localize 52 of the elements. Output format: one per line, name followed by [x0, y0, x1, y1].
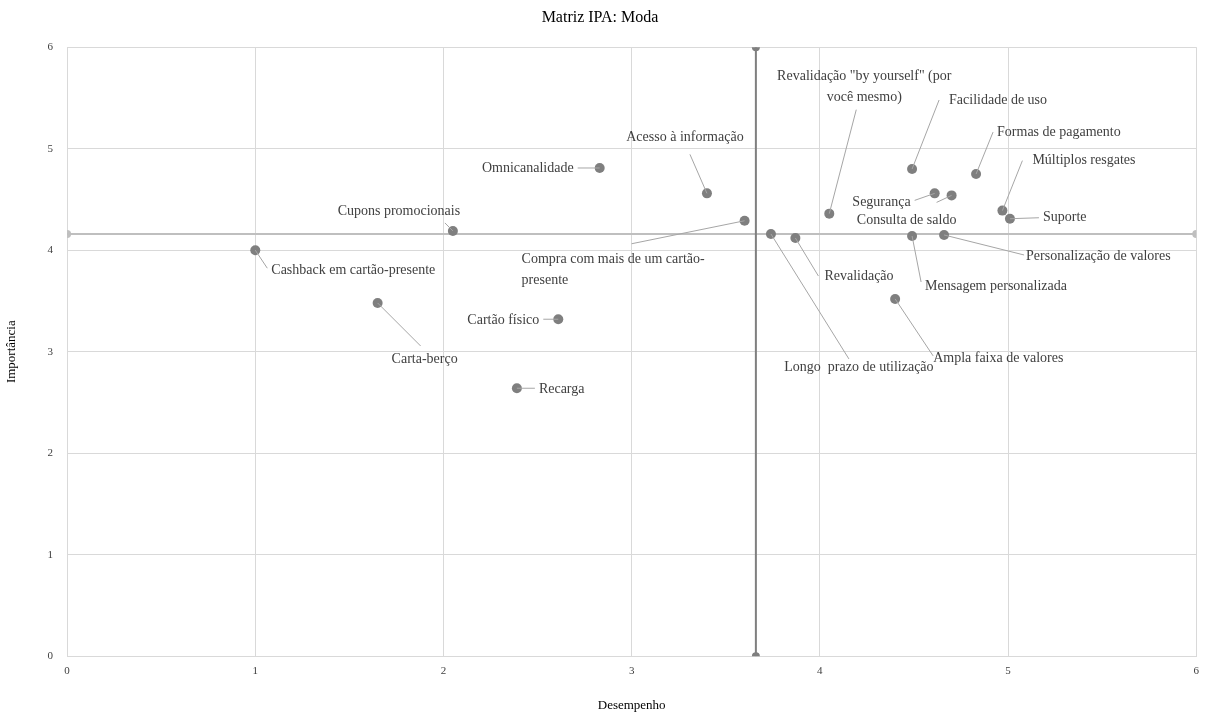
point [511, 383, 522, 394]
annotation: Acesso à informação [626, 129, 744, 145]
x-axis-title: Desempenho [597, 696, 666, 712]
y-tick-label: 5 [47, 141, 54, 154]
annotation: Cartão físico [467, 311, 540, 327]
point [907, 230, 918, 241]
x-tick-label: 5 [1005, 663, 1012, 676]
annotation: Ampla faixa de valores [933, 349, 1064, 365]
point [824, 208, 835, 219]
y-tick-label: 1 [47, 547, 54, 560]
point [701, 188, 712, 199]
y-axis-title: Importância [3, 320, 19, 384]
annotation: Suporte [1042, 209, 1087, 225]
point [1004, 213, 1015, 224]
annotation: Cupons promocionais [337, 202, 461, 218]
y-tick-label: 2 [47, 446, 54, 459]
annotation: Mensagem personalizada [925, 277, 1068, 293]
point [250, 245, 261, 256]
point [372, 297, 383, 308]
annotation: Formas de pagamento [997, 123, 1121, 139]
x-tick-label: 4 [817, 663, 824, 676]
point [907, 164, 918, 174]
y-tick-label: 3 [47, 344, 54, 357]
y-tick-label: 4 [47, 243, 54, 256]
point [447, 225, 458, 236]
annotation: Carta-berço [391, 350, 458, 366]
annotation: Segurança [852, 194, 912, 210]
annotation: Longo prazo de utilização [784, 358, 934, 374]
x-tick-label: 6 [1193, 663, 1200, 676]
annotation: Facilidade de uso [949, 91, 1048, 107]
annotation: Cashback em cartão-presente [271, 261, 436, 277]
x-tick-label: 2 [440, 663, 447, 676]
point [971, 169, 982, 180]
point [739, 215, 750, 226]
annotation: Compra com mais de um cartão-presente [521, 251, 706, 288]
point [553, 314, 564, 325]
point [890, 293, 901, 304]
annotation: Recarga [538, 380, 586, 396]
annotation: Personalização de valores [1026, 247, 1171, 263]
annotation: Consulta de saldo [856, 212, 957, 228]
chart-title: Matriz IPA: Moda [541, 7, 659, 25]
y-tick-label: 6 [47, 40, 54, 53]
annotation: Revalidação [824, 267, 894, 283]
point [765, 228, 776, 239]
x-tick-label: 3 [628, 663, 635, 676]
point [939, 229, 950, 240]
annotation: Omnicanalidade [481, 159, 574, 175]
y-tick-label: 0 [47, 649, 54, 662]
x-tick-label: 1 [252, 663, 259, 676]
point [790, 233, 801, 244]
x-tick-label: 0 [64, 663, 71, 676]
annotation: Múltiplos resgates [1032, 152, 1136, 168]
